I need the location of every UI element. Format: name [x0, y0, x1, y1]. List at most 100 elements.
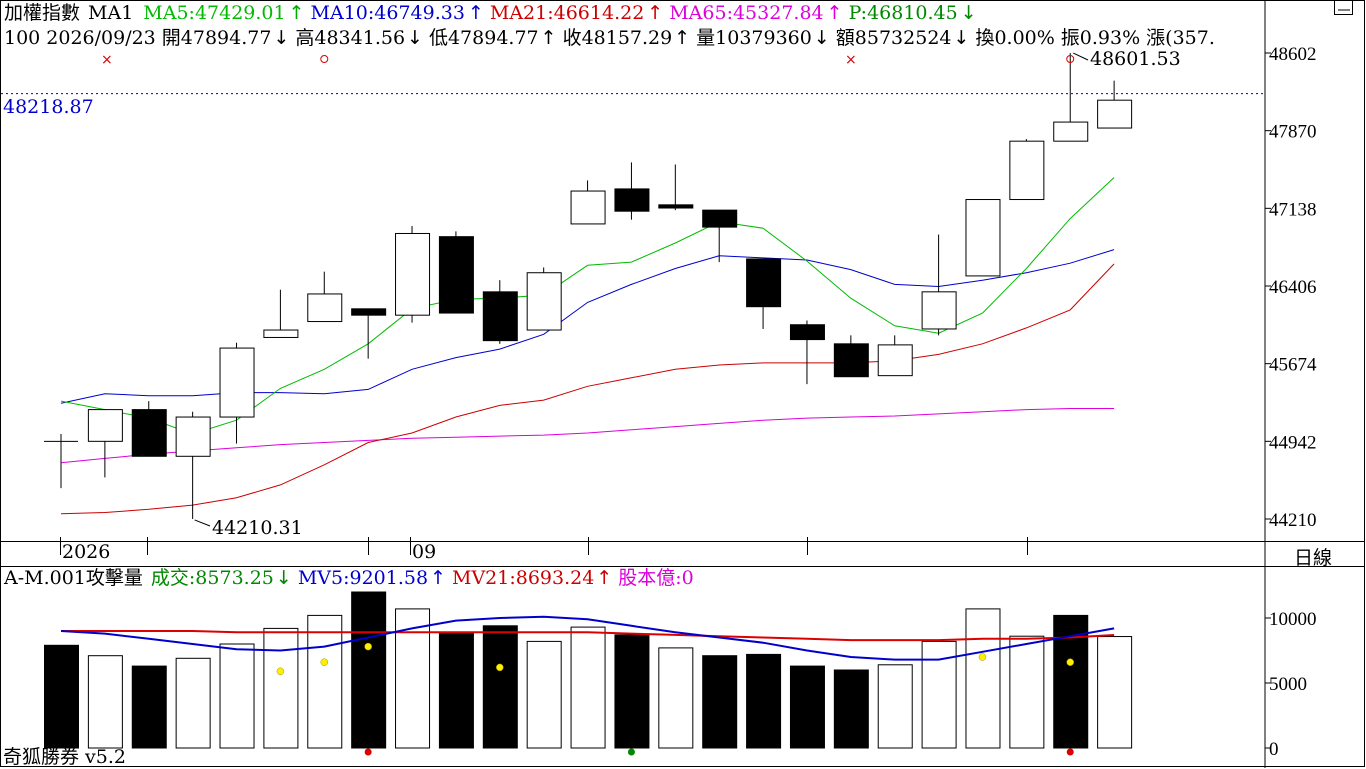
- candle-20: [921, 234, 957, 336]
- volume-panel[interactable]: [44, 591, 1133, 756]
- candle-8: [395, 226, 431, 323]
- candle-body-7: [351, 308, 387, 316]
- min-price-label: 44210.31: [212, 517, 303, 539]
- candle-body-18: [833, 343, 869, 378]
- candle-12: [570, 180, 606, 225]
- yellow-signal-dot-0: [276, 667, 285, 676]
- volume-value-down-arrow-icon: ↓: [275, 567, 292, 589]
- candle-body-12: [570, 190, 606, 225]
- volume-value: 成交:8573.25: [150, 567, 274, 589]
- candle-1: [87, 409, 123, 478]
- ma65-value: MA65:45327.84: [669, 2, 824, 24]
- mv5-value: MV5:9201.58: [297, 567, 429, 589]
- yellow-signal-dot-4: [978, 653, 987, 661]
- price-ytick-label-0: 48602: [1269, 44, 1317, 65]
- ma65-line: [60, 408, 1115, 464]
- amount-down-arrow-icon: ↓: [953, 27, 970, 49]
- candle-22: [1009, 139, 1045, 201]
- candle-9: [438, 231, 474, 314]
- candle-body-9: [438, 236, 474, 314]
- volume-bar-21: [965, 608, 1001, 749]
- candle-body-24: [1097, 99, 1133, 129]
- candle-body-4: [219, 347, 255, 418]
- candle-16: [746, 258, 782, 329]
- candle-6: [307, 271, 343, 323]
- candle-13: [614, 162, 650, 220]
- candle-body-19: [877, 344, 913, 377]
- ma5-up-arrow-icon: ↑: [288, 2, 305, 24]
- candle-14: [658, 164, 694, 211]
- volume-bar-19: [877, 664, 913, 749]
- candle-10: [482, 280, 518, 344]
- price-ytick-label-3: 46406: [1269, 277, 1317, 298]
- marker-x-0: ×: [101, 52, 113, 68]
- mv21-line: [61, 630, 1115, 642]
- close-up-arrow-icon: ↑: [674, 27, 691, 49]
- ma10-up-arrow-icon: ↑: [467, 2, 484, 24]
- candle-24: [1097, 80, 1133, 129]
- volume-bar-16: [746, 653, 782, 749]
- candle-21: [965, 199, 1001, 277]
- vol-ytick-label-0: 10000: [1269, 609, 1317, 630]
- cursor-value-label: 48218.87: [3, 96, 94, 118]
- candle-4: [219, 342, 255, 444]
- candle-body-2: [131, 409, 167, 457]
- volume-bar-1: [87, 655, 123, 749]
- volume-bar-9: [438, 631, 474, 749]
- p-value: P:46810.45: [848, 2, 958, 24]
- min-leader-line: [194, 519, 211, 527]
- candle-3: [175, 411, 211, 519]
- volume-bar-11: [526, 640, 562, 749]
- candle-body-1: [87, 409, 123, 442]
- quote-close: 收48157.29: [562, 27, 673, 49]
- candle-body-3: [175, 416, 211, 457]
- candle-body-11: [526, 272, 562, 331]
- candle-body-8: [395, 232, 431, 316]
- volume-bar-6: [307, 614, 343, 749]
- price-ytick-label-2: 47138: [1269, 199, 1317, 220]
- volume-bar-15: [702, 655, 738, 749]
- price-panel[interactable]: × ×: [1, 52, 1265, 527]
- quote-no: 100: [4, 27, 41, 49]
- vol-ytick-label-2: 0: [1269, 739, 1279, 760]
- mv21-up-arrow-icon: ↑: [596, 567, 613, 589]
- mv5-line: [60, 615, 1115, 661]
- volume-bar-7: [351, 591, 387, 749]
- volume-bar-24: [1097, 636, 1133, 749]
- quote-change: 漲(357.: [1146, 27, 1215, 49]
- volume-title: A-M.001攻擊量: [4, 567, 143, 589]
- corner-box-icon: [1334, 0, 1353, 15]
- candle-7: [351, 308, 387, 359]
- marker-o-1: [320, 55, 329, 63]
- candle-body-6: [307, 293, 343, 323]
- ma21-value: MA21:46614.22: [489, 2, 645, 24]
- marker-x-2: ×: [845, 52, 857, 68]
- quote-date: 2026/09/23: [46, 27, 156, 49]
- max-price-label: 48601.53: [1090, 48, 1181, 70]
- candle-19: [877, 335, 913, 377]
- quote-low: 低47894.77: [428, 27, 539, 49]
- marker-o-3: [1066, 55, 1075, 63]
- ma21-line: [60, 263, 1115, 515]
- candle-body-15: [702, 209, 738, 228]
- open-down-arrow-icon: ↓: [273, 27, 290, 49]
- volume-bar-17: [789, 665, 825, 749]
- x-label-09: 09: [412, 541, 437, 563]
- vol-ytick-label-1: 5000: [1269, 674, 1307, 695]
- volume-bar-0: [44, 644, 79, 749]
- capital-value: 股本億:0: [618, 567, 694, 589]
- candle-body-13: [614, 188, 650, 212]
- volume-bar-14: [658, 647, 694, 749]
- candle-body-5: [263, 329, 299, 338]
- candle-17: [789, 320, 825, 385]
- volume-bar-2: [131, 665, 167, 749]
- bottom-signal-dot-1: [627, 748, 635, 756]
- candle-body-20: [921, 291, 957, 330]
- x-label-2026: 2026: [62, 541, 111, 563]
- volume-bar-3: [175, 657, 211, 749]
- timeframe-label[interactable]: 日線: [1294, 547, 1333, 569]
- volume-bar-10: [482, 625, 518, 749]
- candle-23: [1053, 53, 1089, 142]
